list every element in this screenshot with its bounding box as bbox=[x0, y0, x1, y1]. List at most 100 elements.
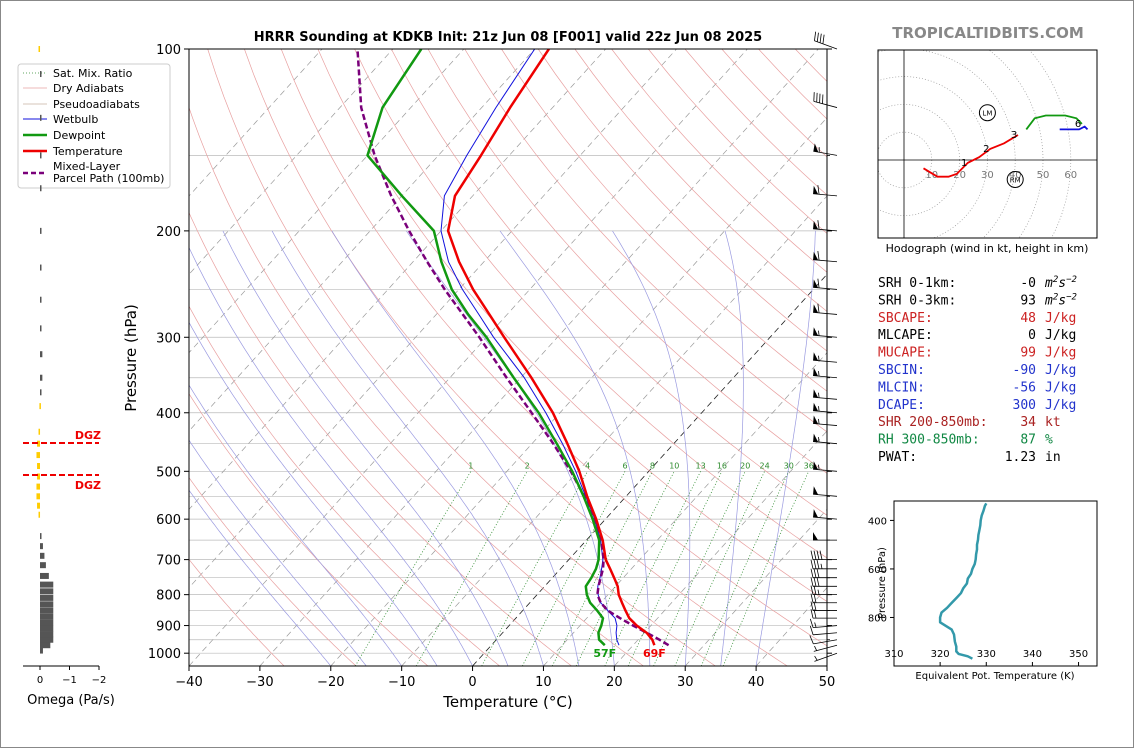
isotherm bbox=[260, 49, 818, 666]
omega-bar bbox=[39, 403, 41, 409]
wind-barb bbox=[813, 251, 837, 262]
mixing-ratio-label: 6 bbox=[622, 461, 627, 470]
moist-adiabat bbox=[406, 231, 614, 666]
omega-bar bbox=[37, 503, 40, 509]
wind-barb bbox=[814, 645, 837, 651]
wind-barb-half bbox=[819, 437, 820, 442]
wind-barb-full bbox=[823, 35, 824, 44]
y-tick-label: 1000 bbox=[148, 647, 181, 662]
omega-bar bbox=[40, 297, 42, 303]
wind-barb-pennant bbox=[813, 403, 818, 411]
omega-bar bbox=[39, 46, 41, 52]
param-value: -56 bbox=[1013, 380, 1036, 395]
wind-barb-staff bbox=[813, 194, 837, 196]
param-unit: % bbox=[1045, 433, 1053, 448]
wind-barb-pennant bbox=[813, 509, 818, 517]
param-label: RH 300-850mb: bbox=[878, 433, 980, 448]
wind-barb bbox=[813, 434, 837, 444]
wind-barb-staff bbox=[813, 151, 837, 155]
wind-barb-staff bbox=[814, 645, 837, 651]
omega-bar bbox=[40, 625, 53, 631]
param-value: -90 bbox=[1013, 363, 1036, 378]
theta-e-y-tick-label: 400 bbox=[868, 516, 887, 527]
wind-barb-pennant bbox=[813, 434, 818, 442]
wind-barb-full bbox=[818, 185, 819, 194]
y-tick-label: 500 bbox=[156, 465, 181, 480]
wind-barb bbox=[814, 32, 837, 49]
surface-dewpoint-label: 57F bbox=[593, 647, 616, 660]
legend-label-temperature: Temperature bbox=[52, 145, 123, 158]
dry-adiabat bbox=[318, 49, 931, 666]
hodograph-trace bbox=[1060, 127, 1088, 130]
param-unit: in bbox=[1045, 450, 1061, 465]
wind-barbs bbox=[810, 32, 837, 662]
omega-bar bbox=[40, 71, 42, 77]
wind-barb-staff bbox=[813, 360, 837, 362]
param-value: 1.23 bbox=[1005, 450, 1036, 465]
wind-barb bbox=[813, 279, 837, 290]
wind-barb bbox=[811, 577, 837, 586]
omega-bar bbox=[40, 553, 44, 559]
wind-barb-half bbox=[819, 371, 820, 376]
omega-bar bbox=[39, 512, 41, 518]
x-tick-label: 10 bbox=[535, 675, 552, 690]
wind-barb-pennant bbox=[813, 352, 818, 360]
param-label: DCAPE: bbox=[878, 398, 925, 413]
wind-barb-full bbox=[817, 577, 819, 586]
hodograph-ring-label: 60 bbox=[1064, 170, 1077, 181]
param-label: MLCIN: bbox=[878, 380, 925, 395]
param-unit: J/kg bbox=[1045, 346, 1076, 361]
wind-barb-half bbox=[819, 393, 820, 398]
omega-bar bbox=[40, 637, 53, 643]
dgz-top-label: DGZ bbox=[75, 429, 101, 442]
series-line-wetbulb bbox=[441, 49, 619, 645]
skewt-background-lines bbox=[1, 49, 1134, 666]
x-tick-label: 0 bbox=[468, 675, 476, 690]
param-label: PWAT: bbox=[878, 450, 917, 465]
dry-adiabat bbox=[281, 49, 859, 666]
mixing-ratio-label: 16 bbox=[717, 461, 727, 470]
dry-adiabat bbox=[244, 49, 787, 666]
mixing-ratio-label: 1 bbox=[468, 461, 473, 470]
wind-barb-half bbox=[819, 331, 820, 336]
wind-barb-full bbox=[814, 560, 816, 569]
x-tick-label: −20 bbox=[317, 675, 344, 690]
param-label: SBCAPE: bbox=[878, 311, 933, 326]
wind-barb-full bbox=[817, 569, 819, 578]
wind-barb bbox=[813, 486, 837, 496]
series-line-mixed-layer-parcel-path-100mb- bbox=[358, 49, 669, 645]
wind-barb-full bbox=[814, 577, 816, 586]
wind-barb bbox=[813, 352, 837, 362]
wind-barb-full bbox=[817, 33, 818, 42]
omega-tick-label: −2 bbox=[92, 675, 107, 686]
theta-e-profile bbox=[940, 503, 986, 658]
mixing-ratio-line bbox=[576, 471, 674, 666]
wind-barb-half bbox=[814, 646, 816, 651]
theta-e-x-label: Equivalent Pot. Temperature (K) bbox=[915, 671, 1074, 682]
omega-bar bbox=[40, 351, 42, 357]
omega-x-ticks: 0−1−2 bbox=[23, 666, 106, 686]
omega-bar bbox=[40, 375, 42, 381]
wind-barb-full bbox=[811, 594, 813, 603]
moist-adiabat bbox=[756, 231, 815, 666]
moist-adiabat bbox=[223, 231, 508, 666]
x-tick-label: −30 bbox=[246, 675, 273, 690]
skewt-y-label: Pressure (hPa) bbox=[122, 304, 140, 412]
hodograph-title: Hodograph (wind in kt, height in km) bbox=[886, 242, 1089, 255]
isotherm bbox=[756, 49, 1134, 666]
omega-bar bbox=[40, 608, 53, 614]
mixing-ratio-label: 30 bbox=[784, 461, 794, 470]
omega-bar bbox=[40, 325, 42, 331]
wind-barb bbox=[811, 594, 837, 603]
param-value: 300 bbox=[1013, 398, 1036, 413]
y-tick-label: 400 bbox=[156, 407, 181, 422]
hodograph-height-label: 2 bbox=[983, 144, 989, 155]
param-value: 0 bbox=[1028, 328, 1036, 343]
wind-barb-pennant bbox=[813, 279, 818, 287]
legend-label-mixing-ratio: Sat. Mix. Ratio bbox=[53, 67, 133, 80]
wind-barb bbox=[813, 368, 837, 378]
legend-label-dry-adiabats: Dry Adiabats bbox=[53, 82, 124, 95]
wind-barb-staff bbox=[814, 41, 837, 49]
omega-bar bbox=[40, 582, 53, 588]
